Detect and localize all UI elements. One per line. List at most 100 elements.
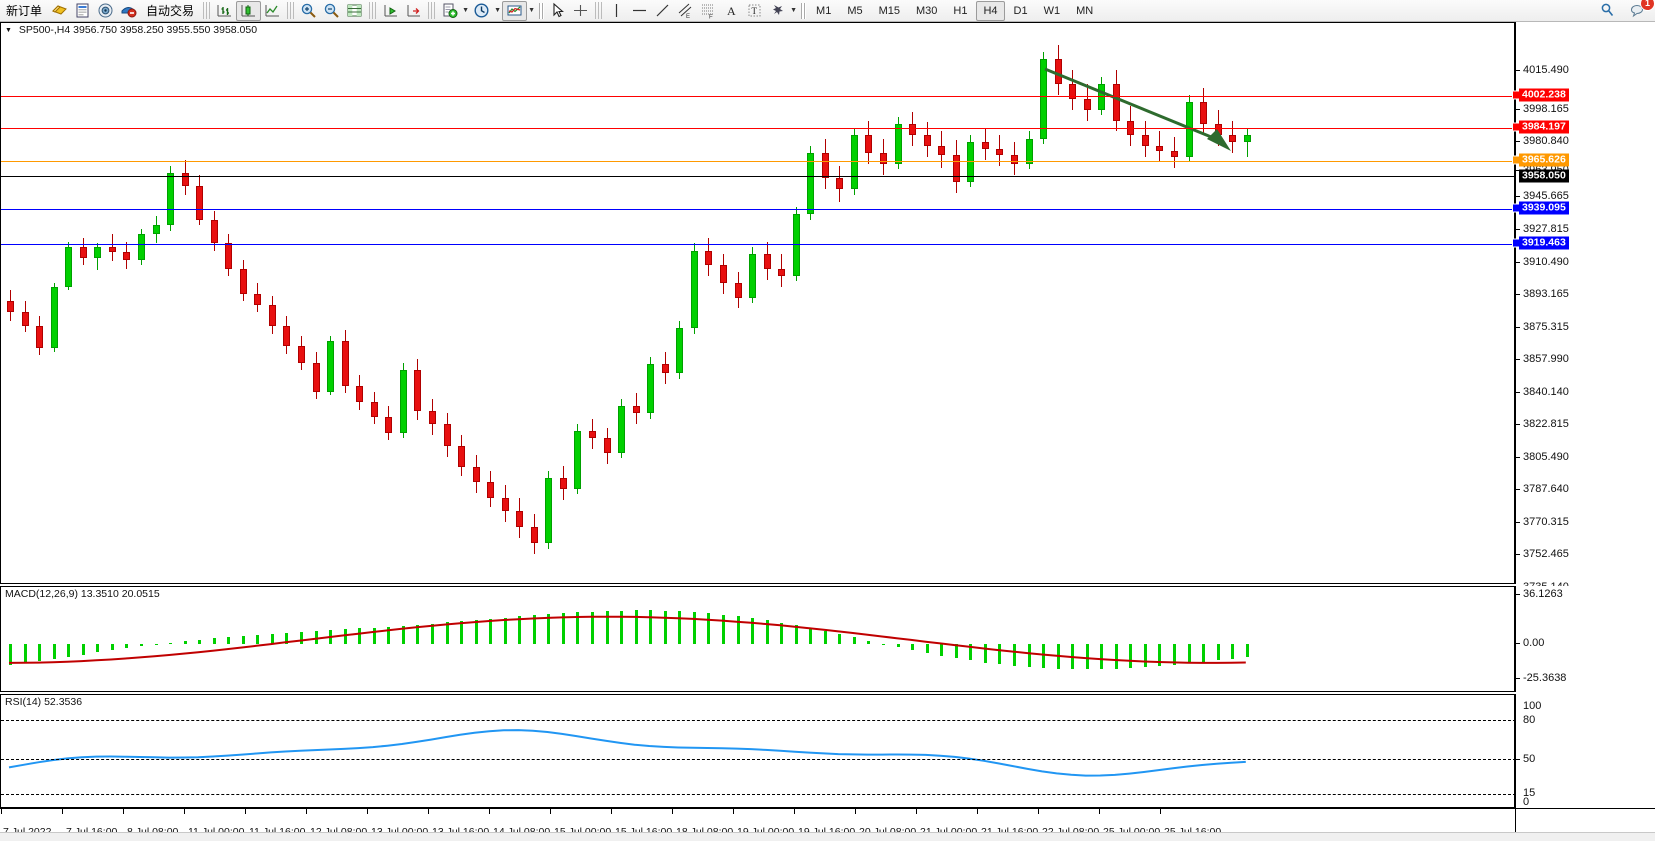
macd-pane[interactable]: MACD(12,26,9) 13.3510 20.0515 [0,586,1515,692]
timeframe-h1[interactable]: H1 [953,4,968,17]
level-line-resistance-1[interactable] [1,96,1514,97]
level-line-resistance-2[interactable] [1,128,1514,129]
macd-histogram-bar [911,644,915,650]
macd-histogram-bar [387,626,391,644]
period-dropdown-arrow[interactable]: ▼ [494,7,501,14]
crosshair-icon[interactable] [569,1,592,21]
time-tick-mark [550,809,551,814]
objects-dropdown-arrow[interactable]: ▼ [790,7,797,14]
timeframe-mn[interactable]: MN [1076,4,1094,17]
indicators-icon[interactable] [438,1,461,21]
macd-histogram-bar [125,644,129,649]
macd-histogram-bar [343,629,347,644]
level-tag-pivot[interactable]: 3965.626 [1519,153,1569,167]
level-tag-support-2[interactable]: 3919.463 [1519,236,1569,250]
new-order-button[interactable]: 新订单 [0,1,48,21]
rsi-tick: 80 [1523,714,1536,726]
timeframe-m1[interactable]: M1 [816,4,832,17]
macd-histogram-bar [678,611,682,644]
time-tick-mark [184,809,185,814]
downtrend-arrow[interactable] [1031,63,1251,163]
shift-end-icon[interactable] [379,1,402,21]
toolbar-right-group: 1 [1596,0,1655,21]
macd-histogram-bar [38,644,42,661]
period-icon[interactable] [470,1,493,21]
level-line-pivot[interactable] [1,161,1514,162]
macd-tick: 36.1263 [1523,588,1563,600]
fibonacci-icon[interactable]: F [697,1,720,21]
line-chart-icon[interactable] [261,1,284,21]
macd-histogram-bar [300,631,303,644]
candlestick-chart-icon[interactable] [236,0,262,21]
bar-chart-icon[interactable] [213,1,236,21]
cursor-icon[interactable] [546,1,569,21]
objects-icon[interactable] [766,1,789,21]
chat-icon[interactable]: 1 [1626,0,1655,21]
equidistant-channel-icon[interactable]: E [674,1,697,21]
level-line-support-2[interactable] [1,244,1514,245]
navigator-icon[interactable] [94,1,117,21]
macd-histogram-bar [1158,644,1162,667]
timeframe-m15[interactable]: M15 [878,4,900,17]
timeframe-m30[interactable]: M30 [916,4,938,17]
price-pane[interactable]: ▼ SP500-,H4 3956.750 3958.250 3955.550 3… [0,22,1515,584]
vertical-line-icon[interactable] [605,1,628,21]
macd-histogram-bar [1245,644,1249,658]
toolbar-grip-timeframes[interactable] [801,2,807,19]
templates-dropdown-arrow[interactable]: ▼ [528,7,535,14]
price-scale[interactable]: 4015.490 3998.165 3980.840 3963.950 3945… [1515,22,1655,593]
rsi-scale[interactable]: 100 80 50 15 0 [1515,694,1655,808]
new-order-label: 新订单 [6,4,43,18]
autotrading-icon[interactable] [117,1,140,21]
time-tick-mark [1038,809,1039,814]
indicators-dropdown-arrow[interactable]: ▼ [462,7,469,14]
templates-icon[interactable] [502,0,528,21]
chat-badge: 1 [1640,0,1655,11]
level-tag-resistance-1[interactable]: 4002.238 [1519,88,1569,102]
grid-icon[interactable] [343,1,366,21]
time-tick-mark [977,809,978,814]
horizontal-line-icon[interactable] [628,1,651,21]
candlestick-series [1,23,1514,583]
level-line-last-price[interactable] [1,176,1514,177]
rsi-pane[interactable]: RSI(14) 52.3536 [0,694,1515,808]
level-tag-resistance-2[interactable]: 3984.197 [1519,120,1569,134]
svg-text:E: E [686,14,690,19]
time-tick-mark [1,809,2,814]
toolbar-grip[interactable] [539,2,545,19]
timeframe-h4[interactable]: H4 [976,0,1005,21]
text-icon[interactable]: A [720,1,743,21]
text-label-icon[interactable]: T [743,1,766,21]
timeframe-d1[interactable]: D1 [1013,4,1028,17]
search-icon[interactable] [1596,1,1619,21]
price-tick: 4015.490 [1523,64,1569,76]
market-watch-icon[interactable] [71,1,94,21]
price-tick: 3927.815 [1523,223,1569,235]
macd-histogram-bar [169,642,173,644]
macd-histogram-bar [1187,644,1191,664]
trendline-icon[interactable] [651,1,674,21]
auto-scroll-icon[interactable] [402,1,425,21]
hot-keys-icon[interactable] [48,1,71,21]
macd-histogram-bar [285,632,289,644]
price-tick: 3945.665 [1523,190,1569,202]
macd-histogram-bar [1100,644,1104,670]
rsi-tick: 15 [1523,787,1536,799]
collapse-arrow-icon[interactable]: ▼ [5,27,12,34]
zoom-out-icon[interactable] [320,1,343,21]
time-tick-mark [489,809,490,814]
zoom-in-icon[interactable] [297,1,320,21]
level-line-support-1[interactable] [1,209,1514,210]
macd-histogram-bar [474,620,478,644]
macd-histogram-bar [372,627,376,644]
chart-area[interactable]: ▼ SP500-,H4 3956.750 3958.250 3955.550 3… [0,22,1655,841]
timeframe-m5[interactable]: M5 [847,4,863,17]
svg-text:A: A [727,4,736,18]
level-tag-support-1[interactable]: 3939.095 [1519,201,1569,215]
macd-scale[interactable]: 36.1263 0.00 -25.3638 [1515,586,1655,692]
macd-histogram-bar [183,641,187,644]
autotrading-button[interactable]: 自动交易 [140,1,200,21]
macd-tick: -25.3638 [1523,672,1567,684]
timeframe-w1[interactable]: W1 [1043,4,1061,17]
last-price-tag: 3958.050 [1519,169,1569,183]
